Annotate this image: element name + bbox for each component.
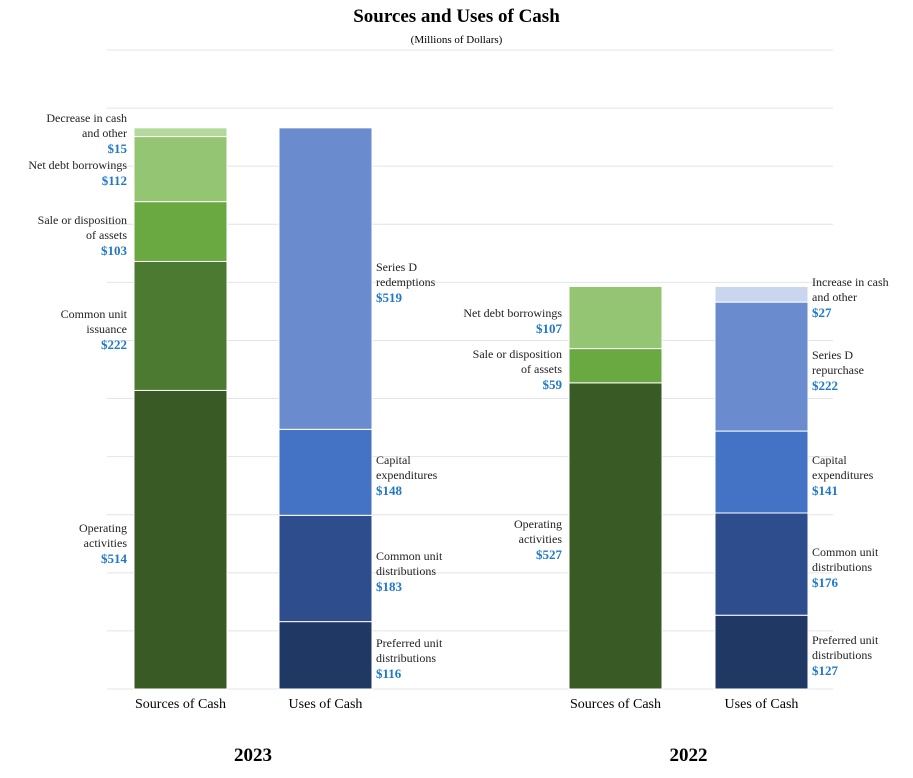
- segment-label: Net debt borrowings $112: [28, 158, 127, 189]
- chart-title: Sources and Uses of Cash: [353, 6, 560, 27]
- bar-segment: [133, 260, 228, 391]
- bar-segment: [278, 127, 373, 430]
- segment-value: $15: [107, 140, 128, 156]
- segment-value: $176: [812, 575, 838, 591]
- segment-label: Series D repurchase $222: [812, 348, 864, 394]
- panel-label: 2023: [234, 745, 272, 766]
- bar-segment: [133, 127, 228, 138]
- segment-name: Net debt borrowings: [463, 306, 562, 320]
- x-tick-label: Uses of Cash: [288, 697, 363, 712]
- x-tick-label: Uses of Cash: [724, 697, 799, 712]
- bar-segment: [133, 389, 228, 690]
- segment-value: $59: [542, 376, 563, 392]
- bar-segment: [568, 382, 663, 690]
- panel-label: 2022: [669, 745, 708, 766]
- segment-label: Common unit distributions $176: [812, 545, 878, 591]
- segment-label: Decrease in cash and other $15: [46, 111, 127, 157]
- x-tick-label: Sources of Cash: [570, 697, 661, 712]
- segment-value: $141: [812, 483, 838, 499]
- bar-segment: [133, 136, 228, 203]
- segment-label: Preferred unit distributions $116: [376, 636, 442, 682]
- segment-name: Net debt borrowings: [28, 157, 127, 172]
- segment-name: Series D redemptions: [376, 259, 436, 289]
- bar-segment: [714, 512, 809, 616]
- segment-value: $514: [101, 550, 127, 566]
- segment-value: $148: [376, 483, 402, 499]
- segment-name: Preferred unit distributions: [812, 633, 879, 663]
- x-tick-label: Sources of Cash: [135, 697, 226, 712]
- bar-segment: [133, 201, 228, 262]
- bar-segment: [278, 428, 373, 516]
- segment-value: $183: [376, 579, 402, 595]
- segment-value: $222: [812, 377, 838, 393]
- segment-label: Capital expenditures $148: [376, 453, 437, 499]
- segment-name: Decrease in cash and other: [46, 110, 127, 140]
- segment-value: $527: [536, 546, 562, 562]
- bar-segment: [568, 285, 663, 350]
- segment-value: $519: [376, 289, 402, 305]
- segment-value: $112: [101, 172, 127, 188]
- segment-name: Operating activities: [514, 516, 562, 546]
- segment-label: Series D redemptions $519: [376, 260, 435, 306]
- segment-name: Common unit distributions: [376, 549, 443, 579]
- segment-name: Operating activities: [79, 520, 127, 550]
- segment-name: Capital expenditures: [812, 453, 874, 483]
- bar-segment: [714, 285, 809, 303]
- segment-value: $116: [376, 666, 402, 682]
- segment-label: Common unit issuance $222: [61, 307, 127, 353]
- bar-segment: [714, 614, 809, 690]
- segment-label: Common unit distributions $183: [376, 549, 442, 595]
- segment-label: Increase in cash and other $27: [812, 275, 889, 321]
- segment-name: Sale or disposition of assets: [37, 212, 127, 242]
- bar-segment: [714, 301, 809, 432]
- segment-value: $27: [812, 305, 832, 321]
- bar-segment: [278, 621, 373, 690]
- segment-label: Sale or disposition of assets $59: [473, 347, 562, 393]
- segment-name: Preferred unit distributions: [376, 636, 443, 666]
- segment-value: $107: [536, 321, 562, 336]
- segment-name: Common unit issuance: [60, 306, 127, 336]
- segment-name: Sale or disposition of assets: [472, 346, 562, 376]
- segment-label: Net debt borrowings $107: [463, 306, 562, 337]
- segment-value: $103: [101, 242, 127, 258]
- segment-label: Operating activities $527: [514, 517, 562, 563]
- segment-value: $127: [812, 663, 838, 679]
- segment-value: $222: [101, 336, 127, 352]
- segment-name: Capital expenditures: [376, 453, 438, 483]
- segment-label: Sale or disposition of assets $103: [38, 213, 127, 259]
- bar-segment: [714, 430, 809, 514]
- segment-label: Preferred unit distributions $127: [812, 633, 878, 679]
- segment-label: Operating activities $514: [79, 521, 127, 567]
- bar-segment: [568, 348, 663, 384]
- segment-name: Increase in cash and other: [812, 275, 889, 305]
- segment-name: Series D repurchase: [812, 347, 864, 377]
- bar-segment: [278, 514, 373, 623]
- chart-subtitle: (Millions of Dollars): [410, 34, 503, 46]
- segment-label: Capital expenditures $141: [812, 453, 873, 499]
- segment-name: Common unit distributions: [812, 545, 879, 575]
